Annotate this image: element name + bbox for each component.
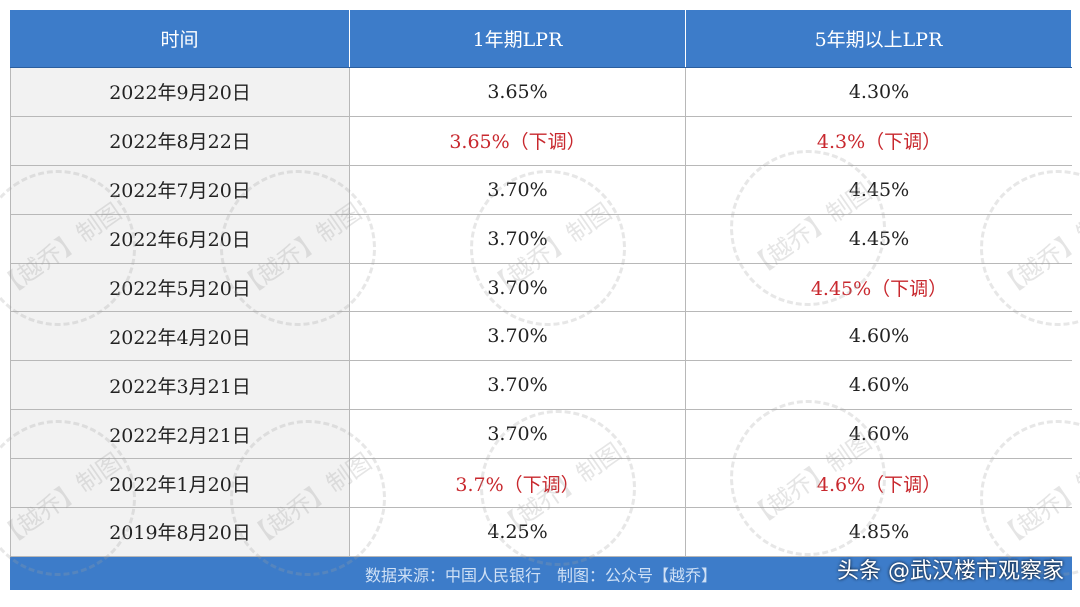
table-cell: 2022年2月21日 [10, 410, 350, 459]
table-cell: 4.6%（下调） [816, 473, 942, 496]
table-cell: 2019年8月20日 [10, 508, 350, 556]
table-cell: 3.70% [350, 165, 686, 214]
table-cell: 2022年3月21日 [10, 361, 350, 410]
table-cell: 2022年1月20日 [10, 459, 350, 508]
table-cell: 4.3%（下调） [816, 131, 942, 154]
header-cell: 时间 [10, 10, 350, 67]
table-cell: 3.70% [350, 214, 686, 263]
table-cell: 3.65%（下调） [350, 116, 686, 165]
table-cell: 4.30% [848, 80, 910, 103]
table-cell: 3.65% [350, 68, 686, 116]
table-cell: 4.25% [350, 508, 686, 556]
table-row: 2019年8月20日 4.25% 4.85% [10, 508, 1072, 557]
table-footer: 数据来源：中国人民银行 制图：公众号【越乔】 [10, 557, 1072, 590]
table-cell: 2022年8月22日 [10, 116, 350, 165]
table-cell: 4.60% [848, 325, 910, 348]
header-cell: 5年期以上LPR [686, 10, 1072, 67]
table-row: 2022年9月20日 3.65% 4.30% [10, 68, 1072, 117]
table-cell: 2022年9月20日 [10, 68, 350, 116]
table-row: 2022年2月21日 3.70% 4.60% [10, 410, 1072, 460]
table-cell: 4.45%（下调） [810, 278, 948, 300]
table-cell: 4.45% [848, 178, 910, 201]
header-cell: 1年期LPR [350, 10, 686, 67]
table-cell: 3.7%（下调） [350, 459, 686, 508]
table-cell: 3.70% [350, 263, 686, 312]
table-cell: 2022年5月20日 [10, 263, 350, 312]
table-cell: 4.85% [848, 520, 910, 543]
table-cell: 2022年6月20日 [10, 214, 350, 263]
table-cell: 3.70% [350, 312, 686, 361]
table-row: 2022年4月20日 3.70% 4.60% [10, 312, 1072, 362]
table-cell: 2022年4月20日 [10, 312, 350, 361]
table-row: 2022年3月21日 3.70% 4.60% [10, 361, 1072, 411]
table-row: 2022年8月22日 3.65%（下调） 4.3%（下调） [10, 116, 1072, 166]
header-row: 时间 1年期LPR 5年期以上LPR [10, 10, 1072, 68]
table-cell: 3.70% [350, 410, 686, 459]
table-cell: 4.45% [848, 227, 910, 250]
table-row: 2022年7月20日 3.70% 4.45% [10, 165, 1072, 215]
table-cell: 4.60% [848, 374, 910, 397]
credit: 头条 @武汉楼市观察家 [837, 559, 1064, 584]
table-cell: 3.70% [350, 361, 686, 410]
table-row: 2022年6月20日 3.70% 4.45% [10, 214, 1072, 264]
table-cell: 2022年7月20日 [10, 165, 350, 214]
table-row: 2022年5月20日 3.70% 4.45%（下调） [10, 263, 1072, 313]
table-cell: 4.60% [848, 423, 910, 446]
lpr-table: 时间 1年期LPR 5年期以上LPR 2022年9月20日 3.65% 4.30% 2022… [10, 10, 1072, 557]
table-row: 2022年1月20日 3.7%（下调） 4.6%（下调） [10, 459, 1072, 509]
